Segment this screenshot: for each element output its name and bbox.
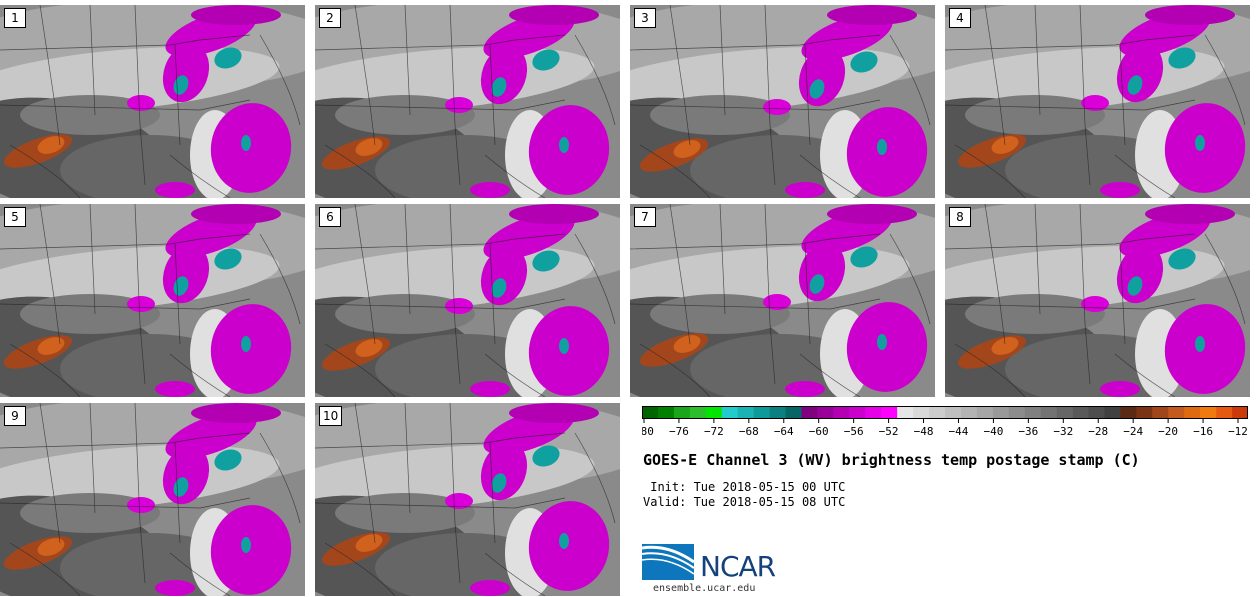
colorbar-swatch bbox=[849, 406, 866, 419]
colorbar-swatch bbox=[785, 406, 802, 419]
postage-stamp-panel: 5 bbox=[0, 204, 305, 397]
colorbar-swatch bbox=[817, 406, 834, 419]
colorbar-swatch bbox=[657, 406, 675, 419]
colorbar-swatch bbox=[1040, 406, 1057, 419]
colorbar-tick-label: −36 bbox=[1018, 425, 1038, 438]
colorbar-tick-label: −52 bbox=[879, 425, 899, 438]
wv-brightness-map bbox=[945, 5, 1250, 198]
postage-stamp-panel: 4 bbox=[945, 5, 1250, 198]
colorbar-swatch bbox=[689, 406, 707, 419]
colorbar-swatch bbox=[1056, 406, 1073, 419]
postage-stamp-panel: 2 bbox=[315, 5, 620, 198]
panel-number: 3 bbox=[634, 8, 656, 28]
colorbar-swatch bbox=[1072, 406, 1089, 419]
colorbar-tick-label: −68 bbox=[739, 425, 759, 438]
panel-number: 4 bbox=[949, 8, 971, 28]
colorbar-tick-label: −12 bbox=[1228, 425, 1248, 438]
colorbar-swatch bbox=[705, 406, 723, 419]
panel-number: 1 bbox=[4, 8, 26, 28]
colorbar-swatch bbox=[945, 406, 962, 419]
colorbar-swatch bbox=[1024, 406, 1041, 419]
colorbar-swatch bbox=[1088, 406, 1105, 419]
colorbar-swatch bbox=[913, 406, 930, 419]
colorbar-swatch bbox=[1184, 406, 1201, 419]
colorbar-swatch bbox=[721, 406, 738, 419]
colorbar-swatch bbox=[833, 406, 850, 419]
colorbar-tick-label: −48 bbox=[914, 425, 934, 438]
colorbar-tick-label: −32 bbox=[1053, 425, 1073, 438]
panel-number: 6 bbox=[319, 207, 341, 227]
panel-number: 2 bbox=[319, 8, 341, 28]
postage-stamp-panel: 3 bbox=[630, 5, 935, 198]
panel-number: 8 bbox=[949, 207, 971, 227]
postage-stamp-panel: 1 bbox=[0, 5, 305, 198]
colorbar-tick-label: −64 bbox=[774, 425, 794, 438]
logo-text: NCAR bbox=[700, 550, 776, 583]
logo-url: ensemble.ucar.edu bbox=[653, 583, 756, 594]
colorbar-tick-label: −28 bbox=[1088, 425, 1108, 438]
init-time: Init: Tue 2018-05-15 00 UTC bbox=[643, 480, 846, 494]
colorbar-swatch bbox=[1136, 406, 1153, 419]
colorbar-tick-label: −20 bbox=[1158, 425, 1178, 438]
colorbar-swatch bbox=[801, 406, 818, 419]
colorbar-swatch bbox=[1200, 406, 1217, 419]
colorbar-tick-label: −80 bbox=[642, 425, 654, 438]
wv-brightness-map bbox=[315, 204, 620, 397]
wv-brightness-map bbox=[0, 403, 305, 596]
panel-number: 9 bbox=[4, 406, 26, 426]
wv-brightness-map bbox=[0, 204, 305, 397]
colorbar-swatch bbox=[897, 406, 914, 419]
wv-brightness-map bbox=[0, 5, 305, 198]
wv-brightness-map bbox=[315, 5, 620, 198]
colorbar-swatch bbox=[1008, 406, 1026, 419]
colorbar-swatch bbox=[642, 406, 659, 419]
colorbar-swatch bbox=[737, 406, 754, 419]
colorbar-swatch bbox=[865, 406, 882, 419]
colorbar-tick-label: −24 bbox=[1123, 425, 1143, 438]
figure-title: GOES-E Channel 3 (WV) brightness temp po… bbox=[643, 451, 1140, 469]
valid-time: Valid: Tue 2018-05-15 08 UTC bbox=[643, 495, 846, 509]
panel-number: 10 bbox=[319, 406, 343, 426]
postage-stamp-panel: 10 bbox=[315, 403, 620, 596]
colorbar-swatch bbox=[1152, 406, 1169, 419]
colorbar-swatch bbox=[992, 406, 1010, 419]
postage-stamp-panel: 7 bbox=[630, 204, 935, 397]
colorbar: −80 −76 −72 −68 −64 −60 −56 −52 −48 −44 −40 −36 −32 −… bbox=[642, 405, 1248, 441]
colorbar-tick-label: −72 bbox=[704, 425, 724, 438]
colorbar-swatch bbox=[1216, 406, 1233, 419]
wv-brightness-map bbox=[945, 204, 1250, 397]
colorbar-tick-label: −16 bbox=[1193, 425, 1213, 438]
postage-stamp-panel: 9 bbox=[0, 403, 305, 596]
wv-brightness-map bbox=[630, 204, 935, 397]
panel-number: 5 bbox=[4, 207, 26, 227]
colorbar-swatch bbox=[881, 406, 898, 419]
colorbar-swatch bbox=[673, 406, 691, 419]
colorbar-swatch bbox=[1120, 406, 1137, 419]
colorbar-tick-label: −76 bbox=[669, 425, 689, 438]
panel-number: 7 bbox=[634, 207, 656, 227]
colorbar-swatch bbox=[1104, 406, 1121, 419]
colorbar-swatch bbox=[753, 406, 770, 419]
wv-brightness-map bbox=[315, 403, 620, 596]
colorbar-swatch bbox=[1168, 406, 1185, 419]
colorbar-tick-label: −44 bbox=[949, 425, 969, 438]
colorbar-swatch bbox=[976, 406, 994, 419]
postage-stamp-panel: 8 bbox=[945, 204, 1250, 397]
postage-stamp-panel: 6 bbox=[315, 204, 620, 397]
colorbar-tick-label: −60 bbox=[809, 425, 829, 438]
colorbar-swatch bbox=[1232, 406, 1248, 419]
colorbar-tick-label: −40 bbox=[983, 425, 1003, 438]
colorbar-swatch bbox=[960, 406, 978, 419]
colorbar-swatch bbox=[929, 406, 946, 419]
ncar-logo-icon bbox=[642, 544, 695, 580]
wv-brightness-map bbox=[630, 5, 935, 198]
colorbar-tick-label: −56 bbox=[844, 425, 864, 438]
colorbar-swatch bbox=[769, 406, 786, 419]
